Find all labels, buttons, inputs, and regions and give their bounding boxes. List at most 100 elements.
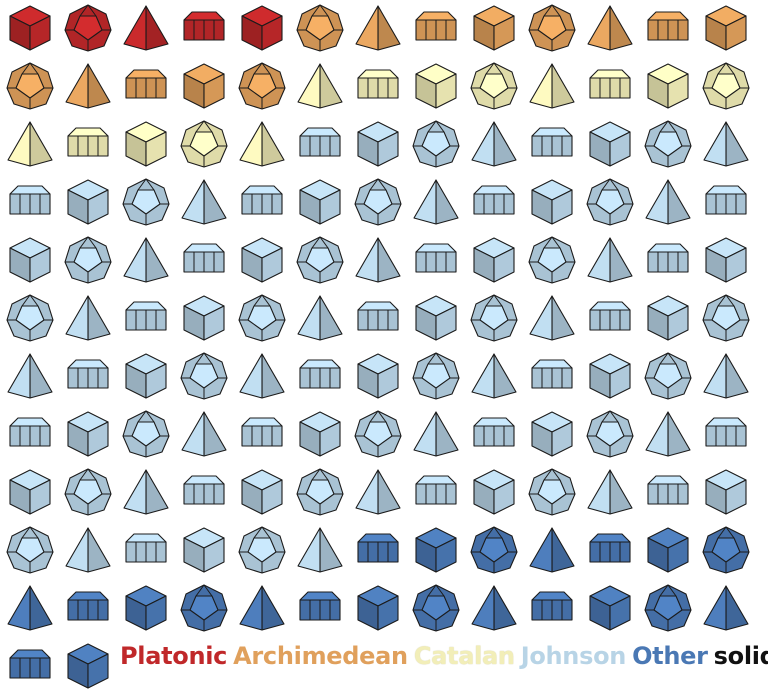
other-polyhedron-icon (582, 522, 638, 578)
johnson-polyhedron-icon (408, 232, 464, 288)
catalan-polyhedron-icon (524, 58, 580, 114)
johnson-polyhedron-icon (524, 348, 580, 404)
platonic-polyhedron-icon (118, 0, 174, 56)
other-polyhedron-icon (524, 580, 580, 636)
johnson-polyhedron-icon (176, 522, 232, 578)
platonic-polyhedron-icon (234, 0, 290, 56)
johnson-polyhedron-icon (234, 348, 290, 404)
catalan-polyhedron-icon (350, 58, 406, 114)
other-polyhedron-icon (466, 522, 522, 578)
catalan-polyhedron-icon (582, 58, 638, 114)
johnson-polyhedron-icon (466, 116, 522, 172)
johnson-polyhedron-icon (2, 522, 58, 578)
other-polyhedron-icon (176, 580, 232, 636)
legend-johnson: Johnson (520, 642, 627, 670)
johnson-polyhedron-icon (118, 464, 174, 520)
johnson-polyhedron-icon (408, 290, 464, 346)
archimedean-polyhedron-icon (582, 0, 638, 56)
legend-solids: solids (713, 642, 768, 670)
johnson-polyhedron-icon (350, 406, 406, 462)
johnson-polyhedron-icon (698, 464, 754, 520)
johnson-polyhedron-icon (118, 348, 174, 404)
johnson-polyhedron-icon (60, 348, 116, 404)
johnson-polyhedron-icon (234, 174, 290, 230)
archimedean-polyhedron-icon (640, 0, 696, 56)
johnson-polyhedron-icon (582, 232, 638, 288)
other-polyhedron-icon (640, 580, 696, 636)
other-polyhedron-icon (60, 638, 116, 694)
johnson-polyhedron-icon (292, 232, 348, 288)
johnson-polyhedron-icon (176, 464, 232, 520)
johnson-polyhedron-icon (582, 464, 638, 520)
johnson-polyhedron-icon (698, 406, 754, 462)
johnson-polyhedron-icon (524, 464, 580, 520)
johnson-polyhedron-icon (408, 116, 464, 172)
johnson-polyhedron-icon (524, 290, 580, 346)
archimedean-polyhedron-icon (176, 58, 232, 114)
johnson-polyhedron-icon (640, 348, 696, 404)
johnson-polyhedron-icon (408, 174, 464, 230)
other-polyhedron-icon (2, 580, 58, 636)
archimedean-polyhedron-icon (234, 58, 290, 114)
johnson-polyhedron-icon (118, 522, 174, 578)
johnson-polyhedron-icon (292, 464, 348, 520)
johnson-polyhedron-icon (524, 406, 580, 462)
platonic-polyhedron-icon (176, 0, 232, 56)
johnson-polyhedron-icon (466, 174, 522, 230)
other-polyhedron-icon (466, 580, 522, 636)
johnson-polyhedron-icon (466, 348, 522, 404)
catalan-polyhedron-icon (408, 58, 464, 114)
catalan-polyhedron-icon (60, 116, 116, 172)
johnson-polyhedron-icon (698, 290, 754, 346)
johnson-polyhedron-icon (118, 290, 174, 346)
catalan-polyhedron-icon (640, 58, 696, 114)
other-polyhedron-icon (408, 580, 464, 636)
johnson-polyhedron-icon (466, 406, 522, 462)
johnson-polyhedron-icon (60, 406, 116, 462)
other-polyhedron-icon (350, 522, 406, 578)
archimedean-polyhedron-icon (524, 0, 580, 56)
johnson-polyhedron-icon (582, 116, 638, 172)
other-polyhedron-icon (350, 580, 406, 636)
platonic-polyhedron-icon (2, 0, 58, 56)
johnson-polyhedron-icon (466, 464, 522, 520)
catalan-polyhedron-icon (698, 58, 754, 114)
johnson-polyhedron-icon (176, 406, 232, 462)
johnson-polyhedron-icon (234, 232, 290, 288)
johnson-polyhedron-icon (292, 116, 348, 172)
johnson-polyhedron-icon (698, 348, 754, 404)
other-polyhedron-icon (60, 580, 116, 636)
johnson-polyhedron-icon (582, 290, 638, 346)
archimedean-polyhedron-icon (2, 58, 58, 114)
johnson-polyhedron-icon (466, 290, 522, 346)
johnson-polyhedron-icon (60, 232, 116, 288)
johnson-polyhedron-icon (2, 348, 58, 404)
johnson-polyhedron-icon (640, 174, 696, 230)
johnson-polyhedron-icon (350, 174, 406, 230)
johnson-polyhedron-icon (118, 406, 174, 462)
catalan-polyhedron-icon (466, 58, 522, 114)
other-polyhedron-icon (524, 522, 580, 578)
johnson-polyhedron-icon (234, 464, 290, 520)
johnson-polyhedron-icon (292, 348, 348, 404)
johnson-polyhedron-icon (640, 116, 696, 172)
johnson-polyhedron-icon (524, 232, 580, 288)
johnson-polyhedron-icon (118, 174, 174, 230)
johnson-polyhedron-icon (350, 116, 406, 172)
archimedean-polyhedron-icon (292, 0, 348, 56)
other-polyhedron-icon (640, 522, 696, 578)
johnson-polyhedron-icon (2, 290, 58, 346)
johnson-polyhedron-icon (640, 232, 696, 288)
johnson-polyhedron-icon (408, 464, 464, 520)
johnson-polyhedron-icon (466, 232, 522, 288)
johnson-polyhedron-icon (350, 464, 406, 520)
catalan-polyhedron-icon (118, 116, 174, 172)
catalan-polyhedron-icon (176, 116, 232, 172)
johnson-polyhedron-icon (234, 406, 290, 462)
other-polyhedron-icon (698, 522, 754, 578)
other-polyhedron-icon (234, 580, 290, 636)
johnson-polyhedron-icon (60, 174, 116, 230)
johnson-polyhedron-icon (2, 464, 58, 520)
archimedean-polyhedron-icon (118, 58, 174, 114)
